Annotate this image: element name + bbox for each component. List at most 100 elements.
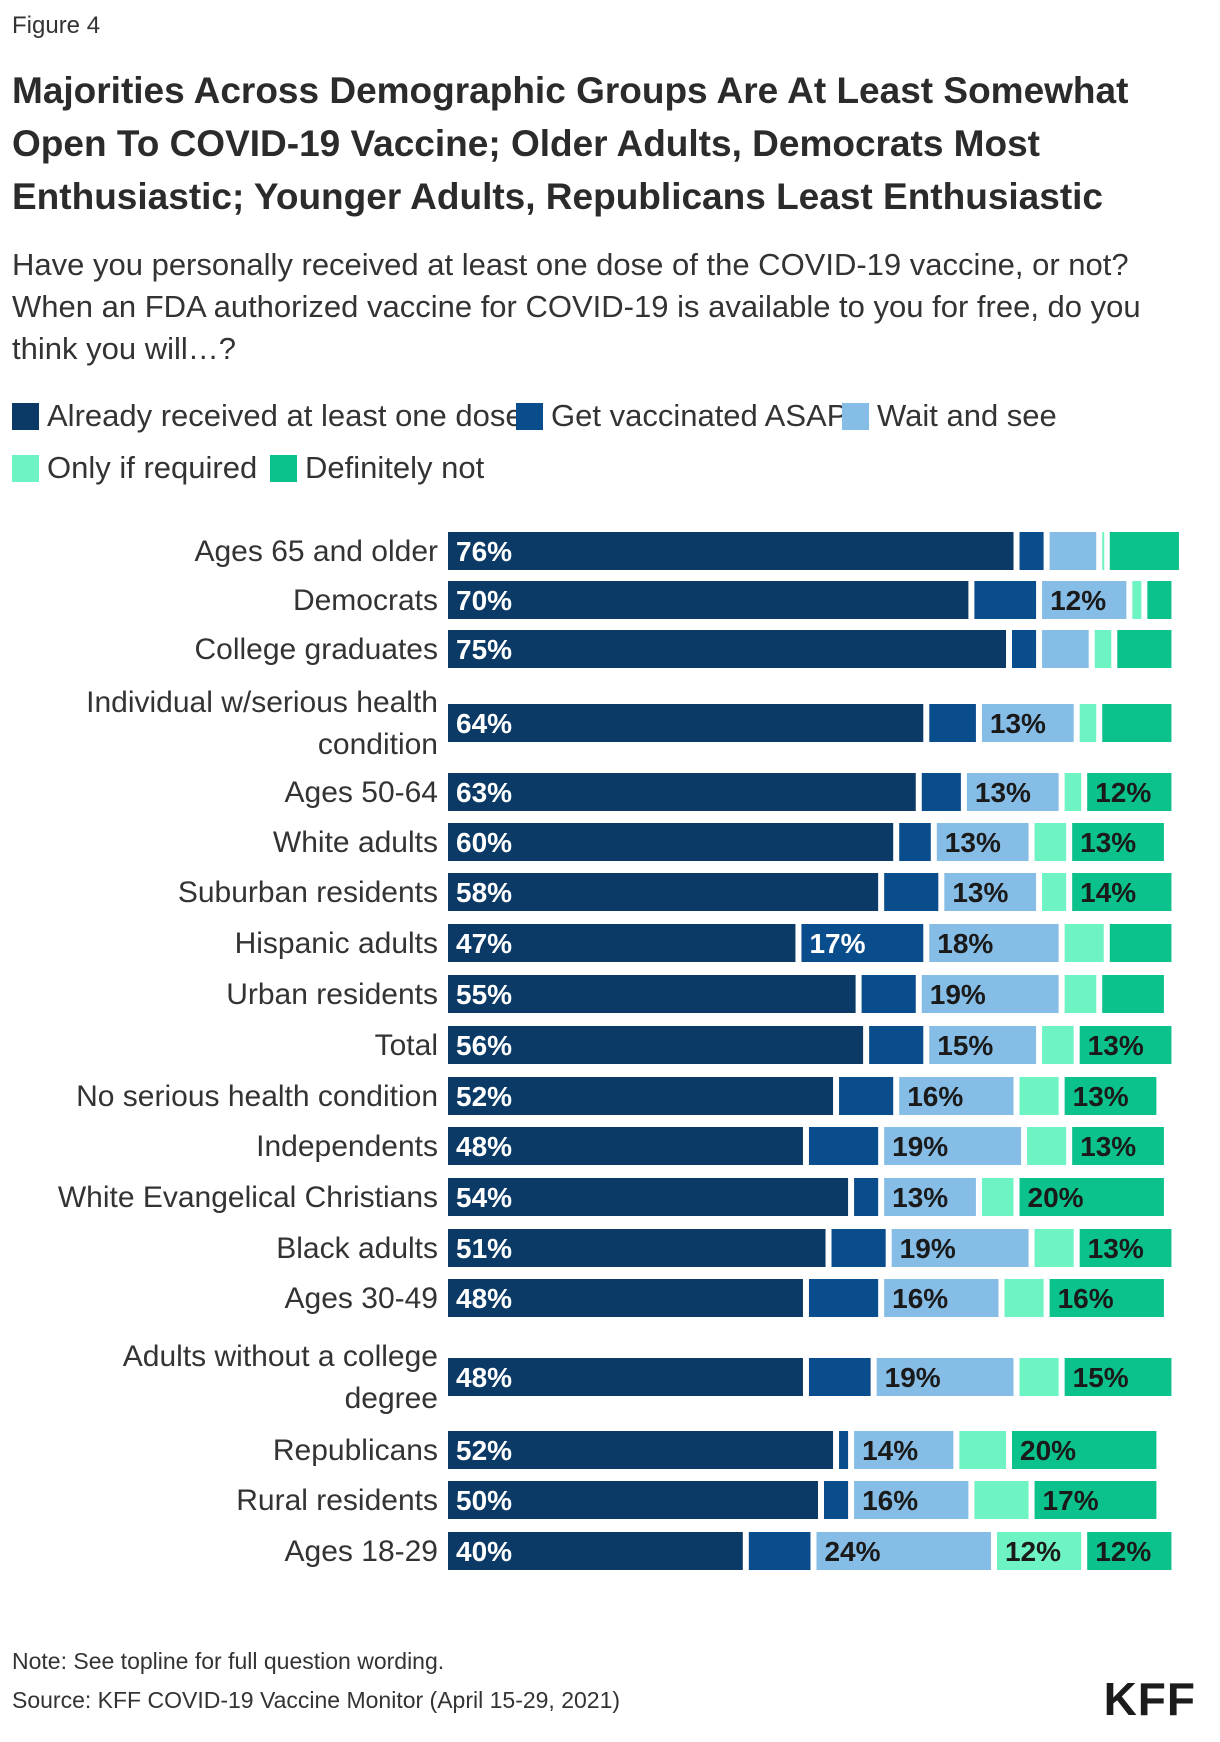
bar-white-adults-already-received-at-least-one-dose <box>448 823 894 861</box>
data-label-adults-without-a-college-degree-wait-and-see: 19% <box>885 1362 941 1393</box>
bar-black-adults-definitely-not <box>1079 1229 1172 1267</box>
legend-item-definitely-not: Definitely not <box>270 450 484 486</box>
data-label-adults-without-a-college-degree-definitely-not: 15% <box>1073 1362 1129 1393</box>
bar-ages-30-49-wait-and-see <box>884 1279 999 1317</box>
bar-total-only-if-required <box>1042 1026 1074 1064</box>
bar-independents-already-received-at-least-one-dose <box>448 1127 803 1165</box>
bar-no-serious-health-condition-definitely-not <box>1064 1077 1157 1115</box>
chart-title: Majorities Across Demographic Groups Are… <box>12 70 1129 217</box>
bar-ages-50-64-definitely-not <box>1087 773 1172 811</box>
category-label-ages-65-and-older: Ages 65 and older <box>194 535 438 568</box>
bar-ages-65-and-older-already-received-at-least-one-dose <box>448 532 1014 570</box>
category-label-independents: Independents <box>256 1130 438 1163</box>
bar-suburban-residents-only-if-required <box>1042 873 1067 911</box>
bar-ages-30-49-already-received-at-least-one-dose <box>448 1279 803 1317</box>
bar-urban-residents-already-received-at-least-one-dose <box>448 975 856 1013</box>
data-label-rural-residents-definitely-not: 17% <box>1043 1485 1099 1516</box>
bar-white-evangelical-christians-get-vaccinated-asap <box>854 1178 879 1216</box>
legend-swatch-asap <box>516 402 543 430</box>
bar-rural-residents-wait-and-see <box>854 1481 969 1519</box>
bar-no-serious-health-condition-already-received-at-least-one-dose <box>448 1077 834 1115</box>
category-label-rural-residents: Rural residents <box>236 1484 438 1517</box>
bar-no-serious-health-condition-wait-and-see <box>899 1077 1014 1115</box>
data-label-adults-without-a-college-degree-already-received-at-least-one-dose: 48% <box>456 1362 512 1393</box>
bar-ages-30-49-only-if-required <box>1004 1279 1044 1317</box>
bar-black-adults-get-vaccinated-asap <box>831 1229 886 1267</box>
data-label-total-definitely-not: 13% <box>1088 1030 1144 1061</box>
bar-college-graduates-definitely-not <box>1117 630 1172 668</box>
data-label-white-adults-wait-and-see: 13% <box>945 827 1001 858</box>
bar-ages-18-29-wait-and-see <box>816 1532 991 1570</box>
data-label-ages-30-49-wait-and-see: 16% <box>892 1283 948 1314</box>
category-label-ages-30-49: Ages 30-49 <box>285 1282 438 1315</box>
bar-college-graduates-already-received-at-least-one-dose <box>448 630 1006 668</box>
category-label-urban-residents: Urban residents <box>226 978 438 1011</box>
data-label-democrats-wait-and-see: 12% <box>1050 585 1106 616</box>
bar-white-adults-wait-and-see <box>936 823 1029 861</box>
category-label-republicans: Republicans <box>273 1434 438 1467</box>
bar-adults-without-a-college-degree-wait-and-see <box>876 1358 1014 1396</box>
bar-white-evangelical-christians-only-if-required <box>981 1178 1014 1216</box>
category-label-black-adults: Black adults <box>276 1232 438 1265</box>
bar-no-serious-health-condition-get-vaccinated-asap <box>839 1077 894 1115</box>
bar-suburban-residents-get-vaccinated-asap <box>884 873 939 911</box>
bar-white-adults-definitely-not <box>1072 823 1164 861</box>
data-label-white-evangelical-christians-already-received-at-least-one-dose: 54% <box>456 1182 512 1213</box>
data-label-college-graduates-already-received-at-least-one-dose: 75% <box>456 634 512 665</box>
bar-urban-residents-only-if-required <box>1064 975 1097 1013</box>
bar-hispanic-adults-already-received-at-least-one-dose <box>448 924 796 962</box>
category-label-hispanic-adults: Hispanic adults <box>235 927 438 960</box>
bar-republicans-get-vaccinated-asap <box>839 1431 849 1469</box>
data-label-ages-65-and-older-already-received-at-least-one-dose: 76% <box>456 536 512 567</box>
data-label-ages-50-64-wait-and-see: 13% <box>975 777 1031 808</box>
data-label-republicans-wait-and-see: 14% <box>862 1435 918 1466</box>
bar-total-wait-and-see <box>929 1026 1037 1064</box>
data-label-white-evangelical-christians-wait-and-see: 13% <box>892 1182 948 1213</box>
bar-individual-w-serious-health-condition-only-if-required <box>1079 704 1097 742</box>
data-label-ages-18-29-only-if-required: 12% <box>1005 1536 1061 1567</box>
bar-adults-without-a-college-degree-only-if-required <box>1019 1358 1059 1396</box>
bar-rural-residents-already-received-at-least-one-dose <box>448 1481 818 1519</box>
data-label-suburban-residents-already-received-at-least-one-dose: 58% <box>456 877 512 908</box>
data-label-rural-residents-wait-and-see: 16% <box>862 1485 918 1516</box>
data-label-ages-18-29-wait-and-see: 24% <box>824 1536 880 1567</box>
data-label-black-adults-already-received-at-least-one-dose: 51% <box>456 1233 512 1264</box>
bar-democrats-already-received-at-least-one-dose <box>448 581 969 619</box>
category-label-adults-without-a-college-degree: Adults without a college degree <box>123 1340 438 1415</box>
bar-ages-50-64-get-vaccinated-asap <box>921 773 961 811</box>
kff-logo: KFF <box>1103 1673 1196 1725</box>
bar-urban-residents-definitely-not <box>1102 975 1164 1013</box>
data-label-ages-50-64-already-received-at-least-one-dose: 63% <box>456 777 512 808</box>
bar-urban-residents-get-vaccinated-asap <box>861 975 916 1013</box>
data-label-urban-residents-wait-and-see: 19% <box>930 979 986 1010</box>
bar-white-evangelical-christians-wait-and-see <box>884 1178 976 1216</box>
category-label-democrats: Democrats <box>293 584 438 617</box>
bar-ages-18-29-get-vaccinated-asap <box>748 1532 811 1570</box>
bar-hispanic-adults-wait-and-see <box>929 924 1059 962</box>
chart-note: Note: See topline for full question word… <box>12 1648 445 1674</box>
data-label-no-serious-health-condition-already-received-at-least-one-dose: 52% <box>456 1081 512 1112</box>
chart-source: Source: KFF COVID-19 Vaccine Monitor (Ap… <box>12 1687 621 1713</box>
data-label-republicans-definitely-not: 20% <box>1020 1435 1076 1466</box>
bar-ages-30-49-get-vaccinated-asap <box>808 1279 879 1317</box>
data-label-hispanic-adults-already-received-at-least-one-dose: 47% <box>456 928 512 959</box>
bar-adults-without-a-college-degree-get-vaccinated-asap <box>808 1358 871 1396</box>
legend-label-definitely-not: Definitely not <box>305 450 485 485</box>
stacked-bar-chart: Ages 65 and older 76% Democrats 70% 12% Colle… <box>58 532 1179 1570</box>
bar-democrats-get-vaccinated-asap <box>974 581 1037 619</box>
bar-black-adults-already-received-at-least-one-dose <box>448 1229 826 1267</box>
bar-ages-30-49-definitely-not <box>1049 1279 1164 1317</box>
bar-individual-w-serious-health-condition-already-received-at-least-one-dose <box>448 704 924 742</box>
data-label-total-wait-and-see: 15% <box>937 1030 993 1061</box>
category-label-suburban-residents: Suburban residents <box>178 876 438 909</box>
bar-suburban-residents-already-received-at-least-one-dose <box>448 873 879 911</box>
data-label-ages-30-49-definitely-not: 16% <box>1058 1283 1114 1314</box>
bar-ages-18-29-only-if-required <box>996 1532 1082 1570</box>
data-label-no-serious-health-condition-definitely-not: 13% <box>1073 1081 1129 1112</box>
data-label-black-adults-wait-and-see: 19% <box>900 1233 956 1264</box>
data-label-total-already-received-at-least-one-dose: 56% <box>456 1030 512 1061</box>
data-label-white-adults-definitely-not: 13% <box>1080 827 1136 858</box>
bar-republicans-wait-and-see <box>854 1431 954 1469</box>
bar-republicans-definitely-not <box>1012 1431 1157 1469</box>
bar-black-adults-wait-and-see <box>891 1229 1029 1267</box>
